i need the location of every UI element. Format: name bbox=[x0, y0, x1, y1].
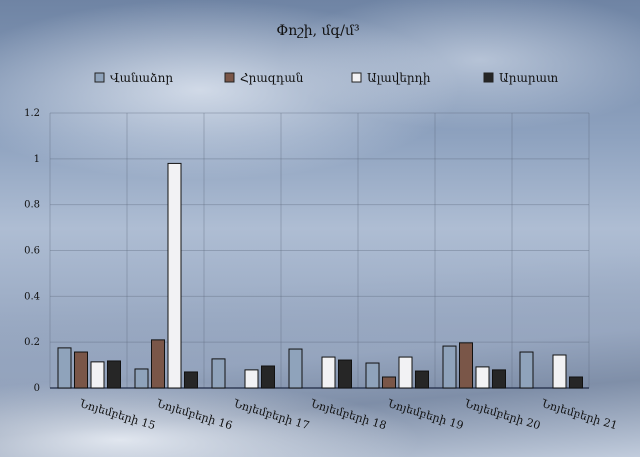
legend-swatch-0 bbox=[94, 72, 105, 83]
y-tick-label: 0 bbox=[34, 383, 40, 394]
bar-2-1 bbox=[167, 162, 182, 389]
bar-0-0 bbox=[57, 347, 72, 389]
bar-3-5 bbox=[492, 369, 506, 389]
legend-label-1: Հրազդան bbox=[240, 71, 304, 85]
legend-swatch-1 bbox=[224, 72, 235, 83]
bar-0-2 bbox=[211, 358, 226, 389]
bar-2-2 bbox=[244, 369, 259, 389]
legend-swatch-2 bbox=[351, 72, 362, 83]
chart-title: Փոշի, մգ/մ³ bbox=[276, 23, 359, 39]
x-tick-label: Նոյեմբերի 16 bbox=[154, 397, 234, 433]
bar-3-1 bbox=[184, 371, 198, 389]
x-tick-label: Նոյեմբերի 15 bbox=[77, 397, 157, 433]
bar-1-5 bbox=[459, 342, 473, 389]
legend-label-2: Ալավերդի bbox=[367, 71, 431, 85]
grid bbox=[49, 112, 590, 389]
x-tick-label: Նոյեմբերի 17 bbox=[231, 397, 311, 433]
bar-1-4 bbox=[382, 376, 396, 389]
bar-0-5 bbox=[442, 345, 457, 389]
bar-0-4 bbox=[365, 362, 380, 389]
bar-3-0 bbox=[107, 360, 121, 389]
bar-3-3 bbox=[338, 359, 352, 389]
bars bbox=[57, 162, 583, 389]
y-tick-label: 0.2 bbox=[24, 337, 40, 348]
y-tick-label: 0.4 bbox=[24, 291, 40, 302]
y-axis-labels: 0 0.2 0.4 0.6 0.8 1 1.2 bbox=[24, 108, 40, 394]
x-tick-label: Նոյեմբերի 20 bbox=[462, 397, 542, 433]
bar-0-6 bbox=[519, 351, 534, 389]
bar-2-4 bbox=[398, 356, 413, 389]
bar-2-6 bbox=[552, 354, 567, 389]
legend-swatch-3 bbox=[483, 72, 494, 83]
x-tick-label: Նոյեմբերի 21 bbox=[539, 397, 619, 433]
bar-2-3 bbox=[321, 356, 336, 389]
y-tick-label: 1 bbox=[34, 154, 40, 165]
bar-2-0 bbox=[90, 361, 105, 389]
bar-2-5 bbox=[475, 366, 490, 389]
bar-3-6 bbox=[569, 376, 583, 389]
bar-1-0 bbox=[74, 351, 88, 389]
y-tick-label: 0.6 bbox=[24, 246, 40, 257]
y-tick-label: 0.8 bbox=[24, 200, 40, 211]
bar-3-2 bbox=[261, 365, 275, 389]
legend-label-3: Արարատ bbox=[499, 71, 558, 85]
y-tick-label: 1.2 bbox=[24, 108, 40, 119]
x-tick-label: Նոյեմբերի 19 bbox=[385, 397, 465, 433]
bar-0-3 bbox=[288, 348, 303, 389]
bar-1-1 bbox=[151, 339, 165, 389]
bar-0-1 bbox=[134, 368, 149, 389]
x-tick-label: Նոյեմբերի 18 bbox=[308, 397, 388, 433]
legend-label-0: Վանաձոր bbox=[110, 71, 173, 85]
legend: Վանաձոր Հրազդան Ալավերդի Արարատ bbox=[94, 71, 558, 85]
bar-3-4 bbox=[415, 370, 429, 389]
